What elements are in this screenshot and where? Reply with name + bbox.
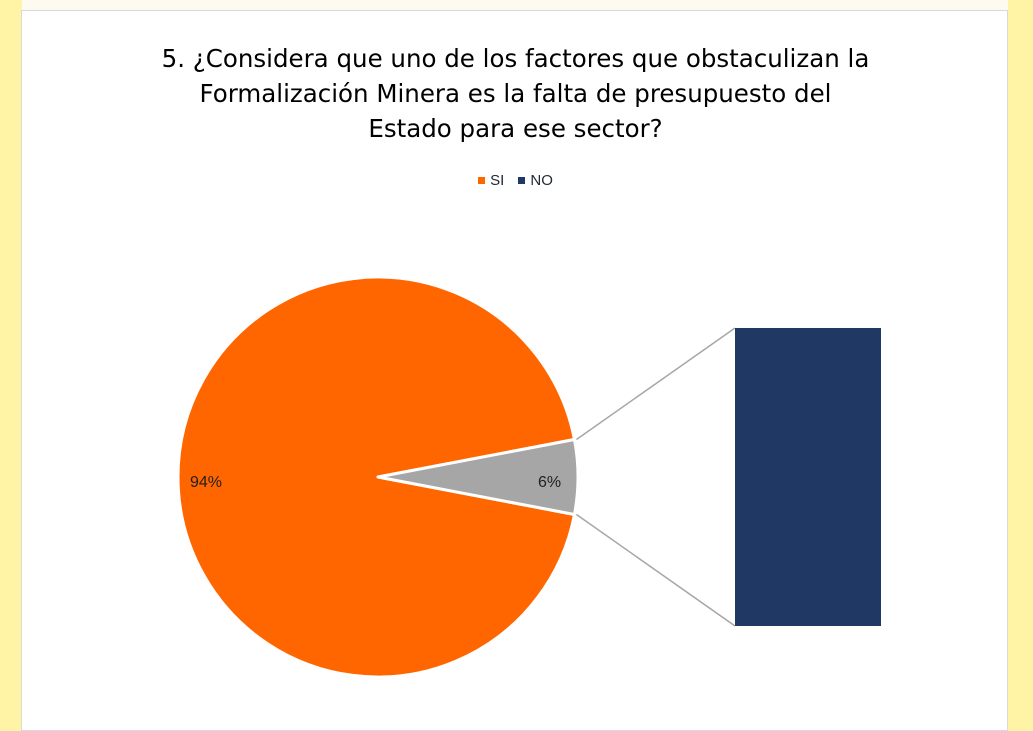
legend-label-no: NO <box>530 172 553 189</box>
connector-line-bottom <box>576 513 736 627</box>
left-yellow-stripe <box>0 0 22 731</box>
legend-label-si: SI <box>490 172 505 189</box>
secondary-bar-group <box>735 328 881 626</box>
data-labels: 94% 6% <box>190 474 561 491</box>
pie-slice-si <box>176 275 576 679</box>
legend-item-no: NO <box>518 172 553 189</box>
pie-group <box>176 275 580 679</box>
legend-item-si: SI <box>478 172 504 189</box>
chart-legend: SI NO <box>22 171 1009 189</box>
data-label-no: 6% <box>538 474 561 491</box>
chart-title: 5. ¿Considera que uno de los factores qu… <box>22 41 1009 146</box>
chart-plot: 94% 6% <box>176 275 881 679</box>
chart-title-line-1: 5. ¿Considera que uno de los factores qu… <box>161 44 870 73</box>
secondary-bar-segment-no <box>735 328 881 626</box>
legend-swatch-no <box>518 177 526 184</box>
chart-area: 5. ¿Considera que uno de los factores qu… <box>21 10 1008 731</box>
chart-title-line-3: Estado para ese sector? <box>368 114 663 143</box>
connector-group <box>576 327 736 627</box>
pie-slice-other <box>376 438 580 516</box>
chart-title-line-2: Formalización Minera es la falta de pres… <box>199 79 832 108</box>
right-yellow-stripe <box>1008 0 1033 731</box>
connector-line-top <box>576 327 736 441</box>
data-label-si: 94% <box>190 474 222 491</box>
legend-swatch-si <box>478 177 486 184</box>
